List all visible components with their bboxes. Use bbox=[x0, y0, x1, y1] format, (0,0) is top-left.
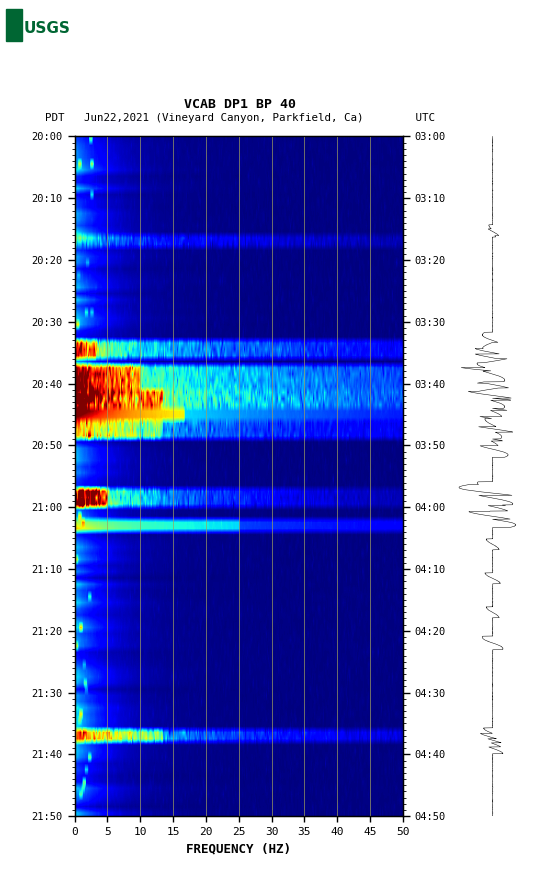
Text: VCAB DP1 BP 40: VCAB DP1 BP 40 bbox=[184, 98, 296, 112]
X-axis label: FREQUENCY (HZ): FREQUENCY (HZ) bbox=[186, 842, 291, 855]
Text: USGS: USGS bbox=[24, 21, 71, 36]
Bar bbox=[6, 9, 22, 41]
Text: PDT   Jun22,2021 (Vineyard Canyon, Parkfield, Ca)        UTC: PDT Jun22,2021 (Vineyard Canyon, Parkfie… bbox=[45, 113, 435, 123]
